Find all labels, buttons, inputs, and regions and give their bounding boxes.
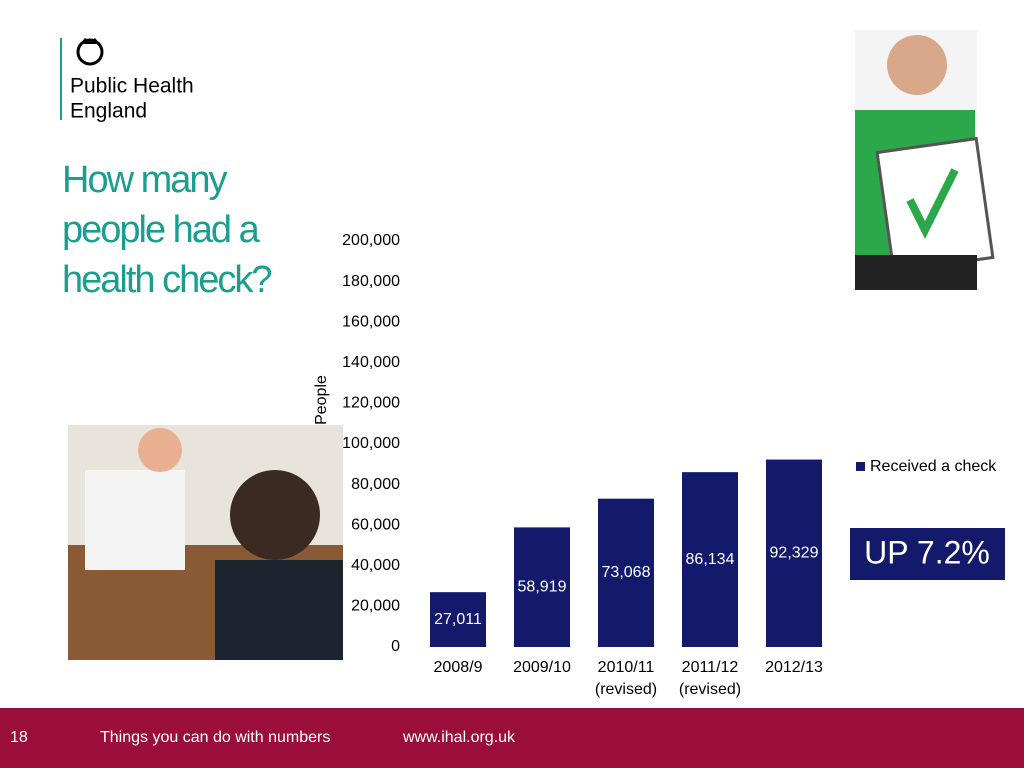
y-tick-label: 0 — [391, 638, 400, 655]
x-tick-label: 2010/11 (revised) — [595, 659, 657, 698]
value-label: 86,134 — [686, 551, 735, 568]
heading: people had a — [62, 209, 261, 251]
footer-url: www.ihal.org.uk — [402, 729, 516, 746]
y-tick-label: 180,000 — [342, 273, 400, 290]
x-tick-label: 2009/10 — [513, 659, 571, 676]
chart: 0 20,000 40,000 60,000 80,000 100,000 120,000 1… — [313, 232, 1005, 698]
y-tick-label: 200,000 — [342, 232, 400, 249]
heading: health check? — [62, 259, 271, 301]
bar — [766, 459, 822, 647]
y-tick-label: 40,000 — [351, 557, 400, 574]
value-label: 27,011 — [434, 611, 482, 628]
value-label: 92,329 — [770, 545, 819, 562]
value-label: 73,068 — [602, 564, 651, 581]
y-axis-label: People — [313, 375, 330, 425]
photo-clipboard — [855, 30, 995, 290]
footer-text: Things you can do with numbers — [100, 729, 330, 746]
legend-swatch — [856, 462, 865, 471]
bar — [682, 472, 738, 647]
crest — [76, 38, 104, 66]
y-tick-label: 140,000 — [342, 354, 400, 371]
footer-bar — [0, 708, 1024, 768]
y-tick-label: 100,000 — [342, 435, 400, 452]
legend-label: Received a check — [870, 458, 997, 475]
x-tick-label: 2012/13 — [765, 659, 823, 676]
logo-text: Public Health — [70, 75, 194, 98]
photo-consultation — [68, 425, 343, 660]
y-tick-label: 60,000 — [351, 516, 400, 533]
y-tick-label: 160,000 — [342, 313, 400, 330]
logo-text: England — [70, 100, 147, 123]
value-label: 58,919 — [518, 578, 567, 595]
x-tick-label: 2008/9 — [434, 659, 483, 676]
bar — [430, 592, 486, 647]
annotation-box — [850, 528, 1005, 580]
heading: How many — [62, 159, 227, 201]
bar — [598, 498, 654, 647]
x-tick-label: 2011/12 (revised) — [679, 659, 741, 698]
bar — [514, 527, 570, 647]
footer-page: 18 — [10, 729, 28, 746]
y-tick-label: 120,000 — [342, 395, 400, 412]
y-tick-label: 80,000 — [351, 476, 400, 493]
y-tick-label: 20,000 — [351, 598, 400, 615]
annotation: UP 7.2% — [864, 534, 990, 570]
